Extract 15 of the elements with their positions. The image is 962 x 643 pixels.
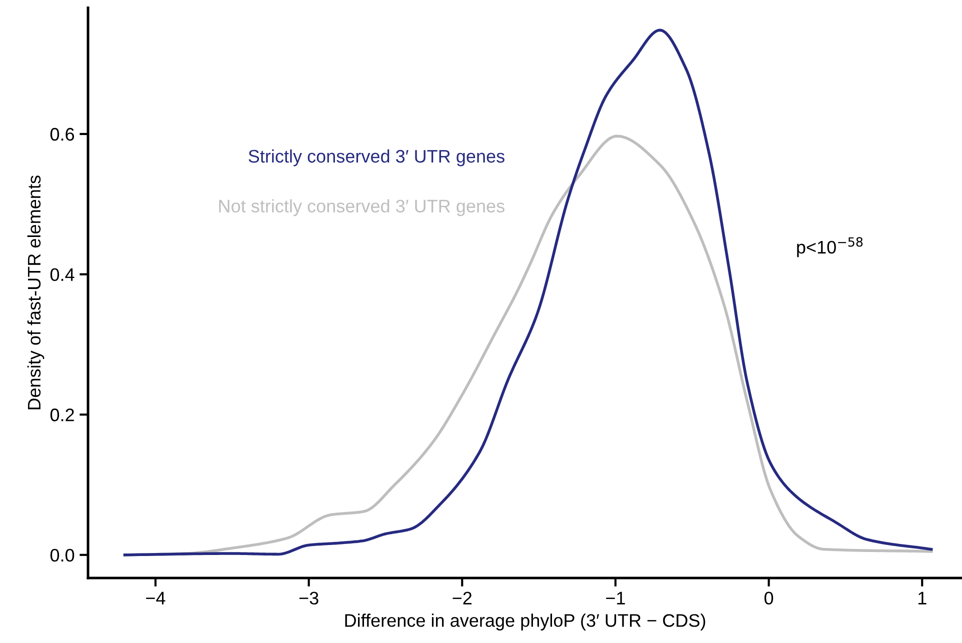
x-tick-label: 1 [918,592,926,604]
y-tick-label: 0.2 [50,408,74,422]
x-tick-label: −4 [146,592,166,604]
y-tick-label: 0.4 [50,268,74,282]
y-tick-label: 0.0 [50,548,74,562]
y-axis-title: Density of fast-UTR elements [27,176,44,410]
text: Not strictly conserved 3′ UTR genes [219,199,504,216]
x-axis-title: Difference in average phyloP (3′ UTR − CDS) [345,614,706,630]
text: Strictly conserved 3′ UTR genes [248,149,504,166]
annotation: p<10$^{−58}$ [797,237,863,258]
x-tick-label: −1 [606,592,625,604]
x-tick-label: −2 [452,592,472,604]
x-tick-label: 0 [764,592,774,605]
y-tick-label: 0.6 [50,128,74,141]
x-tick-label: −3 [299,592,318,605]
